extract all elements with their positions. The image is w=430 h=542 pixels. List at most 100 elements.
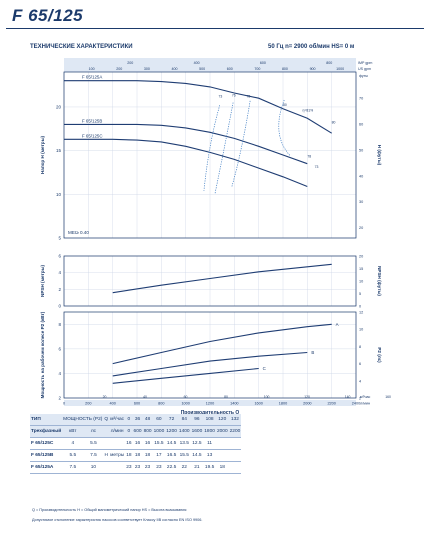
- table-row: F 65/125A 7.5 10 23 23 23 23 22.5 22 21 …: [30, 461, 242, 474]
- y-tick-label: 0: [58, 304, 61, 309]
- col-type2: Трехфазный: [30, 425, 63, 438]
- y2-tick-label: 20: [359, 226, 363, 230]
- series-line: [112, 351, 308, 377]
- x-tick-label: 1600: [254, 402, 262, 406]
- y-tick-label: 10: [56, 192, 62, 197]
- x-axis-label: Производительность Q: [181, 410, 240, 416]
- y2-tick-label: 12: [359, 311, 363, 315]
- h-cell: 19.5: [203, 461, 216, 474]
- x2-tick-label: 120: [304, 395, 310, 399]
- y2-tick-label: 50: [359, 148, 363, 152]
- h-cell: 21: [190, 461, 204, 474]
- y-tick-label: 6: [58, 346, 61, 351]
- series-line: [64, 123, 308, 165]
- col-lmin: л/мин: [109, 425, 126, 438]
- x2-tick-label: 20: [103, 395, 107, 399]
- x-tick-label: 1400: [230, 402, 238, 406]
- h-cell: 14.5: [165, 437, 178, 450]
- h-cell: 12.5: [190, 437, 204, 450]
- table-header-row-2: Трехфазный кВт лс л/мин 0 600 800 1000 1…: [30, 425, 242, 438]
- y2-tick-label: 10: [359, 280, 363, 284]
- lmin-cell: 600: [132, 425, 143, 438]
- lmin-cell: 1800: [203, 425, 216, 438]
- h-cell: [228, 449, 242, 462]
- col-hp: лс: [83, 425, 104, 438]
- lmin-cell: 1000: [152, 425, 166, 438]
- x2-tick-label: 60: [184, 395, 188, 399]
- section-subtitle: ТЕХНИЧЕСКИЕ ХАРАКТЕРИСТИКИ: [30, 44, 133, 50]
- m3h-cell: 96: [190, 414, 204, 426]
- h-cell: 15.5: [152, 437, 166, 450]
- efficiency-line: [278, 99, 291, 157]
- top-tick-label: 500: [199, 67, 205, 71]
- efficiency-label: 78: [307, 155, 311, 159]
- h-cell: 11: [203, 437, 216, 450]
- row-kw: 5.5: [62, 449, 84, 462]
- top-tick-label: 100: [89, 67, 95, 71]
- y-axis-label: Мощность на рабочем колесе P2 (кВт): [39, 311, 45, 398]
- y2-tick-label: 4: [359, 379, 361, 383]
- h-cell: 23: [125, 461, 133, 474]
- footnote-tolerance: Допустимое отклонение характеристик насо…: [32, 518, 203, 522]
- y2-axis-label: NPSH (футы): [377, 266, 383, 296]
- h-cell: 18: [142, 449, 153, 462]
- top-tick-label: 900: [310, 67, 316, 71]
- row-hp: 7.5: [83, 449, 104, 462]
- series-label: F 65/125A: [82, 75, 102, 80]
- top-tick-label: 200: [116, 67, 122, 71]
- title-rule: [6, 28, 424, 29]
- x-tick-label: 1200: [206, 402, 214, 406]
- y2-axis-unit: футы: [359, 74, 368, 78]
- x-tick-label: 0: [63, 402, 65, 406]
- h-cell: 16: [142, 437, 153, 450]
- efficiency-label: 80: [283, 103, 287, 107]
- col-m: метры: [109, 449, 126, 462]
- h-cell: 16.5: [165, 449, 178, 462]
- y2-tick-label: 2: [359, 397, 361, 401]
- top-tick-label: 1000: [336, 67, 344, 71]
- series-line: [112, 367, 259, 384]
- efficiency-label: 80: [332, 121, 336, 125]
- col-power: МОЩНОСТЬ (P2): [62, 414, 104, 426]
- y-axis-label: Напор H (метры): [40, 136, 45, 175]
- y-tick-label: 5: [58, 236, 61, 241]
- y2-axis-label: P2 (лс): [377, 347, 382, 363]
- x-tick-label: 2400: [352, 402, 360, 406]
- h-cell: 18: [215, 461, 229, 474]
- lmin-cell: 1400: [177, 425, 191, 438]
- x-tick-label: 400: [109, 402, 115, 406]
- efficiency-label: 73: [219, 94, 223, 98]
- x2-tick-label: 80: [224, 395, 228, 399]
- series-label: F 65/125B: [82, 118, 102, 123]
- table-row: F 65/125B 5.5 7.5 H метры 18 18 18 17 16…: [30, 449, 242, 462]
- row-kw: 4: [62, 437, 84, 450]
- x2-tick-label: 160: [385, 395, 391, 399]
- y-tick-label: 6: [58, 254, 61, 259]
- x-tick-label: 200: [85, 402, 91, 406]
- spec-table: ТИП МОЩНОСТЬ (P2) Q м³/час 0 36 48 60 72…: [30, 414, 242, 474]
- series-line: [112, 323, 332, 365]
- top-tick-label: 600: [260, 61, 266, 65]
- top-tick-label: 200: [127, 61, 133, 65]
- x-tick-label: 1800: [279, 402, 287, 406]
- h-cell: 16: [132, 437, 143, 450]
- h-cell: [215, 437, 229, 450]
- table-row: F 65/125C 4 5.5 16 16 16 15.5 14.5 13.5 …: [30, 437, 242, 450]
- y2-tick-label: 70: [359, 96, 363, 100]
- top-tick-label: 600: [227, 67, 233, 71]
- m3h-cell: 108: [203, 414, 216, 426]
- lmin-cell: 2200: [228, 425, 242, 438]
- row-type: F 65/125A: [30, 461, 63, 474]
- series-line: [64, 80, 332, 134]
- h-cell: 16: [125, 437, 133, 450]
- x-tick-label: 2200: [327, 402, 335, 406]
- col-q: Q: [103, 414, 110, 426]
- efficiency-label: η=81%: [302, 108, 313, 112]
- row-type: F 65/125B: [30, 449, 63, 462]
- y2-tick-label: 10: [359, 328, 363, 332]
- series-label: F 65/125C: [82, 133, 103, 138]
- y-axis-label: NPSH (метры): [40, 265, 45, 297]
- efficiency-label: 76: [232, 93, 236, 97]
- top-tick-label: 400: [194, 61, 200, 65]
